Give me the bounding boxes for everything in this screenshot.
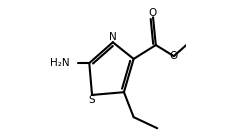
Text: H₂N: H₂N bbox=[50, 58, 70, 68]
Text: O: O bbox=[170, 51, 178, 61]
Text: O: O bbox=[149, 8, 157, 18]
Text: N: N bbox=[109, 32, 117, 42]
Text: S: S bbox=[88, 95, 95, 105]
